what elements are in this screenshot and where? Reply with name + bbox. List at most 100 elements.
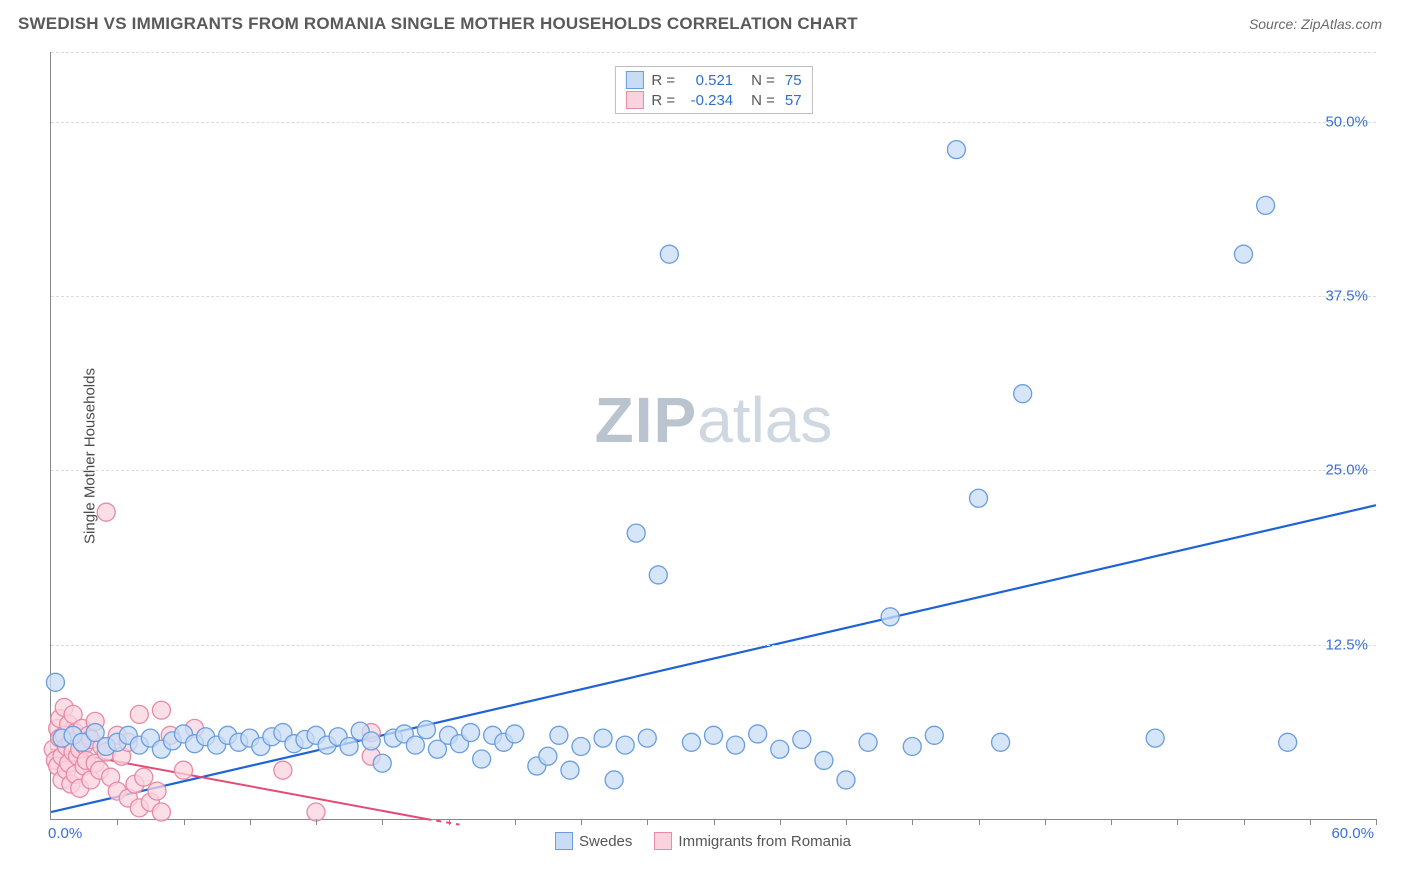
scatter-point-swedes — [749, 725, 767, 743]
r-label: R = — [651, 92, 675, 109]
x-tick-mark — [449, 819, 450, 825]
scatter-point-swedes — [793, 731, 811, 749]
scatter-point-swedes — [627, 524, 645, 542]
scatter-point-swedes — [881, 608, 899, 626]
n-label: N = — [751, 92, 775, 109]
gridline-h — [51, 122, 1376, 123]
scatter-point-swedes — [572, 737, 590, 755]
scatter-point-romania — [175, 761, 193, 779]
scatter-point-swedes — [594, 729, 612, 747]
scatter-point-romania — [130, 705, 148, 723]
scatter-point-swedes — [837, 771, 855, 789]
scatter-point-swedes — [417, 721, 435, 739]
scatter-svg — [51, 52, 1376, 819]
scatter-point-swedes — [605, 771, 623, 789]
blue-swatch-icon — [625, 71, 643, 89]
x-tick-mark — [1177, 819, 1178, 825]
scatter-point-swedes — [616, 736, 634, 754]
scatter-point-swedes — [771, 740, 789, 758]
scatter-point-swedes — [473, 750, 491, 768]
scatter-point-swedes — [462, 724, 480, 742]
blue-swatch-icon — [555, 832, 573, 850]
x-tick-mark — [184, 819, 185, 825]
y-tick-label: 50.0% — [1325, 113, 1368, 130]
scatter-point-swedes — [705, 726, 723, 744]
scatter-point-swedes — [815, 751, 833, 769]
r-label: R = — [651, 72, 675, 89]
x-tick-mark — [250, 819, 251, 825]
scatter-point-swedes — [1235, 245, 1253, 263]
scatter-point-swedes — [649, 566, 667, 584]
trend-line-swedes — [51, 505, 1376, 812]
y-tick-label: 25.0% — [1325, 462, 1368, 479]
scatter-point-swedes — [1146, 729, 1164, 747]
y-tick-label: 37.5% — [1325, 288, 1368, 305]
x-tick-mark — [647, 819, 648, 825]
gridline-h — [51, 52, 1376, 53]
scatter-point-swedes — [362, 732, 380, 750]
x-tick-mark — [912, 819, 913, 825]
stats-legend: R = 0.521 N = 75 R = -0.234 N = 57 — [614, 66, 812, 114]
scatter-point-romania — [152, 803, 170, 821]
scatter-point-swedes — [903, 737, 921, 755]
x-tick-mark — [846, 819, 847, 825]
source-attribution: Source: ZipAtlas.com — [1249, 16, 1382, 32]
series-legend: Swedes Immigrants from Romania — [555, 832, 851, 850]
scatter-point-romania — [152, 701, 170, 719]
stats-legend-row-swedes: R = 0.521 N = 75 — [625, 71, 801, 89]
x-tick-label: 60.0% — [1331, 825, 1374, 842]
legend-label-swedes: Swedes — [579, 833, 632, 850]
x-tick-mark — [515, 819, 516, 825]
scatter-point-swedes — [340, 737, 358, 755]
scatter-point-swedes — [682, 733, 700, 751]
y-tick-label: 12.5% — [1325, 636, 1368, 653]
r-value-romania: -0.234 — [685, 92, 733, 109]
stats-legend-row-romania: R = -0.234 N = 57 — [625, 91, 801, 109]
x-tick-mark — [1310, 819, 1311, 825]
x-tick-mark — [1111, 819, 1112, 825]
scatter-point-swedes — [660, 245, 678, 263]
legend-label-romania: Immigrants from Romania — [678, 833, 851, 850]
scatter-point-swedes — [970, 489, 988, 507]
r-value-swedes: 0.521 — [685, 72, 733, 89]
scatter-point-swedes — [947, 141, 965, 159]
scatter-point-swedes — [506, 725, 524, 743]
scatter-point-swedes — [859, 733, 877, 751]
pink-swatch-icon — [654, 832, 672, 850]
pink-swatch-icon — [625, 91, 643, 109]
scatter-point-swedes — [561, 761, 579, 779]
plot-area: ZIPatlas R = 0.521 N = 75 R = -0.234 N =… — [50, 52, 1376, 820]
x-tick-mark — [117, 819, 118, 825]
scatter-point-swedes — [992, 733, 1010, 751]
scatter-point-swedes — [1279, 733, 1297, 751]
scatter-point-swedes — [1257, 196, 1275, 214]
x-tick-mark — [979, 819, 980, 825]
gridline-h — [51, 296, 1376, 297]
n-value-swedes: 75 — [785, 72, 802, 89]
trend-line-romania-dashed — [426, 819, 459, 825]
scatter-point-swedes — [550, 726, 568, 744]
x-tick-mark — [1045, 819, 1046, 825]
header-bar: SWEDISH VS IMMIGRANTS FROM ROMANIA SINGL… — [0, 0, 1406, 42]
x-tick-label: 0.0% — [48, 825, 82, 842]
scatter-point-swedes — [539, 747, 557, 765]
x-tick-mark — [581, 819, 582, 825]
x-tick-mark — [1376, 819, 1377, 825]
x-tick-mark — [1244, 819, 1245, 825]
gridline-h — [51, 470, 1376, 471]
scatter-point-romania — [97, 503, 115, 521]
x-tick-mark — [780, 819, 781, 825]
legend-item-swedes: Swedes — [555, 832, 632, 850]
chart-container: Single Mother Households ZIPatlas R = 0.… — [0, 42, 1406, 870]
scatter-point-swedes — [1014, 385, 1032, 403]
scatter-point-swedes — [406, 736, 424, 754]
scatter-point-swedes — [638, 729, 656, 747]
scatter-point-swedes — [373, 754, 391, 772]
gridline-h — [51, 645, 1376, 646]
scatter-point-romania — [274, 761, 292, 779]
x-tick-mark — [316, 819, 317, 825]
scatter-point-swedes — [925, 726, 943, 744]
n-value-romania: 57 — [785, 92, 802, 109]
x-tick-mark — [382, 819, 383, 825]
scatter-point-swedes — [727, 736, 745, 754]
